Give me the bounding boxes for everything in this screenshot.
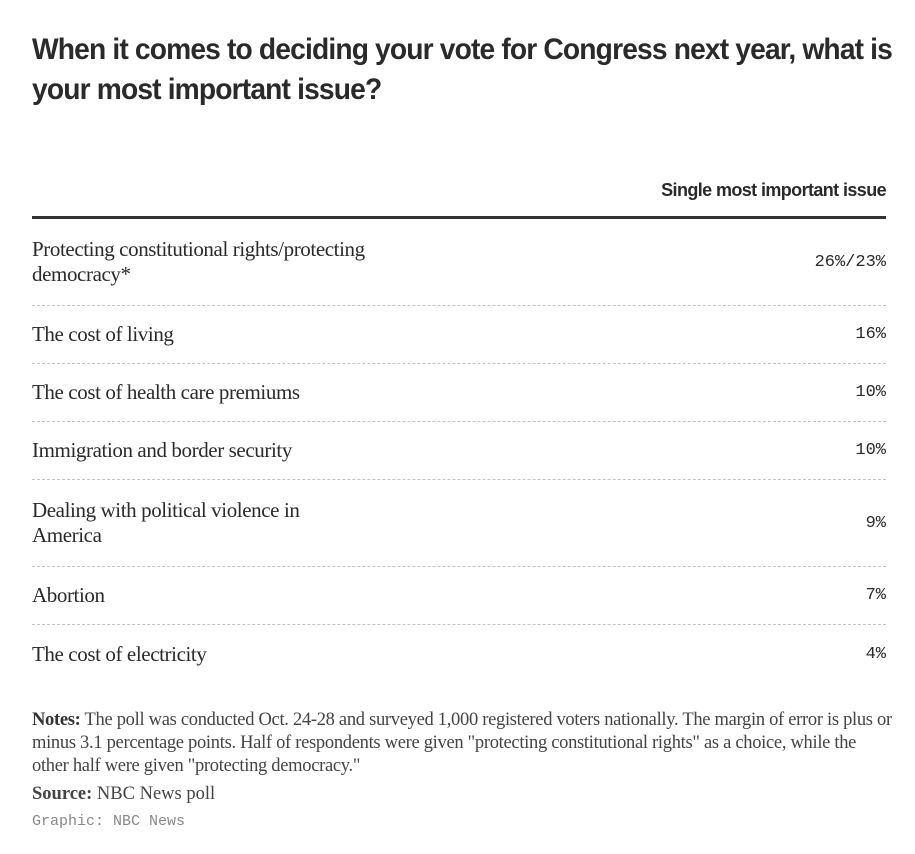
row-label: The cost of electricity [32, 641, 207, 666]
row-label: The cost of health care premiums [32, 380, 300, 404]
row-label: Dealing with political violence in Ameri… [32, 498, 300, 547]
row-label: The cost of living [32, 322, 174, 346]
notes-text: The poll was conducted Oct. 24-28 and su… [32, 710, 892, 776]
table-row: Protecting constitutional rights/protect… [32, 219, 886, 306]
row-value: 10% [855, 383, 886, 402]
notes-label: Notes: [32, 710, 81, 730]
table-row: The cost of living 16% [32, 306, 886, 364]
table-row: Immigration and border security 10% [32, 422, 886, 480]
row-value: 16% [855, 325, 886, 344]
column-header: Single most important issue [661, 180, 886, 200]
row-value: 26%/23% [814, 252, 886, 272]
row-value: 10% [855, 441, 886, 460]
header-rule [32, 216, 886, 219]
row-label: Abortion [32, 583, 105, 607]
notes: Notes: The poll was conducted Oct. 24-28… [32, 709, 892, 778]
row-value: 7% [865, 586, 886, 605]
table-row: Dealing with political violence in Ameri… [32, 480, 886, 567]
row-label: Protecting constitutional rights/protect… [32, 237, 365, 286]
graphic-credit: Graphic: NBC News [32, 813, 186, 830]
row-value: 9% [865, 513, 886, 533]
source-label: Source: [32, 784, 93, 804]
source-text: NBC News poll [96, 784, 216, 804]
table-row: The cost of health care premiums 10% [32, 364, 886, 422]
source: Source: NBC News poll [32, 784, 215, 805]
row-value: 4% [865, 644, 886, 664]
row-label: Immigration and border security [32, 438, 292, 462]
issues-table: Protecting constitutional rights/protect… [32, 219, 886, 683]
chart-title: When it comes to deciding your vote for … [32, 33, 893, 106]
table-row: The cost of electricity 4% [32, 625, 886, 683]
table-row: Abortion 7% [32, 567, 886, 625]
